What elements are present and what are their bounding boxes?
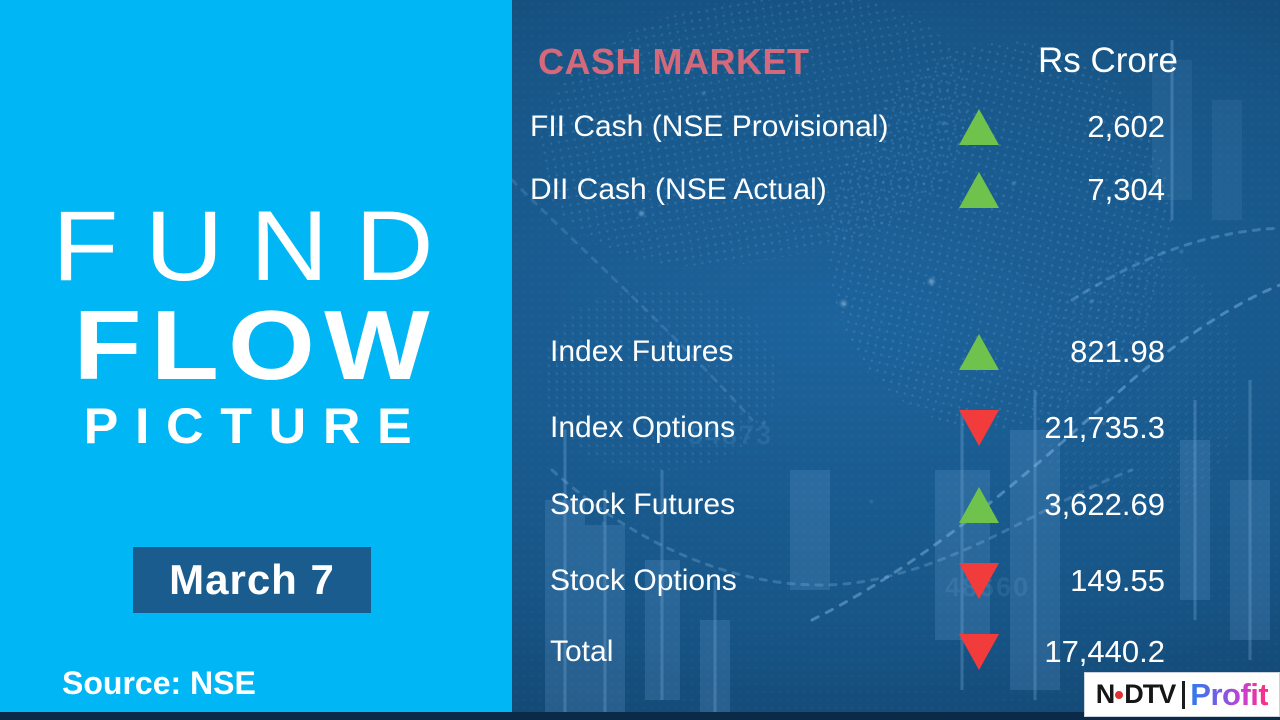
row-value: 821.98 <box>1070 334 1165 369</box>
title-flow: FLOW <box>73 290 439 400</box>
trend-arrow-icon <box>959 634 999 670</box>
table-row-stock-options: Stock Options 149.55 <box>512 558 1280 604</box>
bottom-strip <box>0 712 1280 720</box>
trend-arrow-icon <box>959 172 999 208</box>
trend-arrow-icon <box>959 334 999 370</box>
row-label: DII Cash (NSE Actual) <box>530 173 827 206</box>
trend-arrow-icon <box>959 487 999 523</box>
left-panel: FUND FLOW PICTURE March 7 Source: NSE <box>0 0 512 712</box>
row-value: 7,304 <box>1087 172 1165 207</box>
ndtv-red-dot-icon <box>1115 690 1124 699</box>
date-label: March 7 <box>169 556 335 603</box>
row-value: 149.55 <box>1070 563 1165 598</box>
table-row-dii-cash: DII Cash (NSE Actual) 7,304 <box>512 167 1280 213</box>
row-label: FII Cash (NSE Provisional) <box>530 110 889 143</box>
ndtv-letter-n: N <box>1095 679 1115 709</box>
source-label: Source: NSE <box>62 665 256 701</box>
row-label: Stock Options <box>550 564 737 597</box>
logo-separator <box>1182 680 1186 709</box>
table-row-index-futures: Index Futures 821.98 <box>512 329 1280 375</box>
world-map-dot-cluster <box>1030 250 1240 520</box>
row-label: Index Options <box>550 411 736 444</box>
profit-wordmark: Profit <box>1190 676 1269 712</box>
table-row-total: Total 17,440.2 <box>512 629 1280 675</box>
ndtv-profit-logo: N DTV Profit <box>1084 672 1280 717</box>
date-badge: March 7 <box>133 547 371 613</box>
trend-arrow-icon <box>959 410 999 446</box>
table-row-fii-cash: FII Cash (NSE Provisional) 2,602 <box>512 104 1280 150</box>
section-heading: CASH MARKET <box>538 41 810 82</box>
row-label: Total <box>550 635 614 668</box>
trend-arrow-icon <box>959 563 999 599</box>
row-label: Stock Futures <box>550 488 736 521</box>
row-label: Index Futures <box>550 335 734 368</box>
table-row-index-options: Index Options 21,735.3 <box>512 405 1280 451</box>
ndtv-wordmark: N DTV <box>1095 679 1177 710</box>
row-value: 21,735.3 <box>1044 410 1165 445</box>
row-value: 2,602 <box>1087 109 1165 144</box>
title-fund: FUND <box>51 190 461 301</box>
row-value: 17,440.2 <box>1044 634 1165 669</box>
ndtv-letters-dtv: DTV <box>1124 679 1176 709</box>
unit-label: Rs Crore <box>1037 41 1178 80</box>
row-value: 3,622.69 <box>1044 487 1165 522</box>
title-picture: PICTURE <box>83 398 429 454</box>
trend-arrow-icon <box>959 109 999 145</box>
table-row-stock-futures: Stock Futures 3,622.69 <box>512 482 1280 528</box>
